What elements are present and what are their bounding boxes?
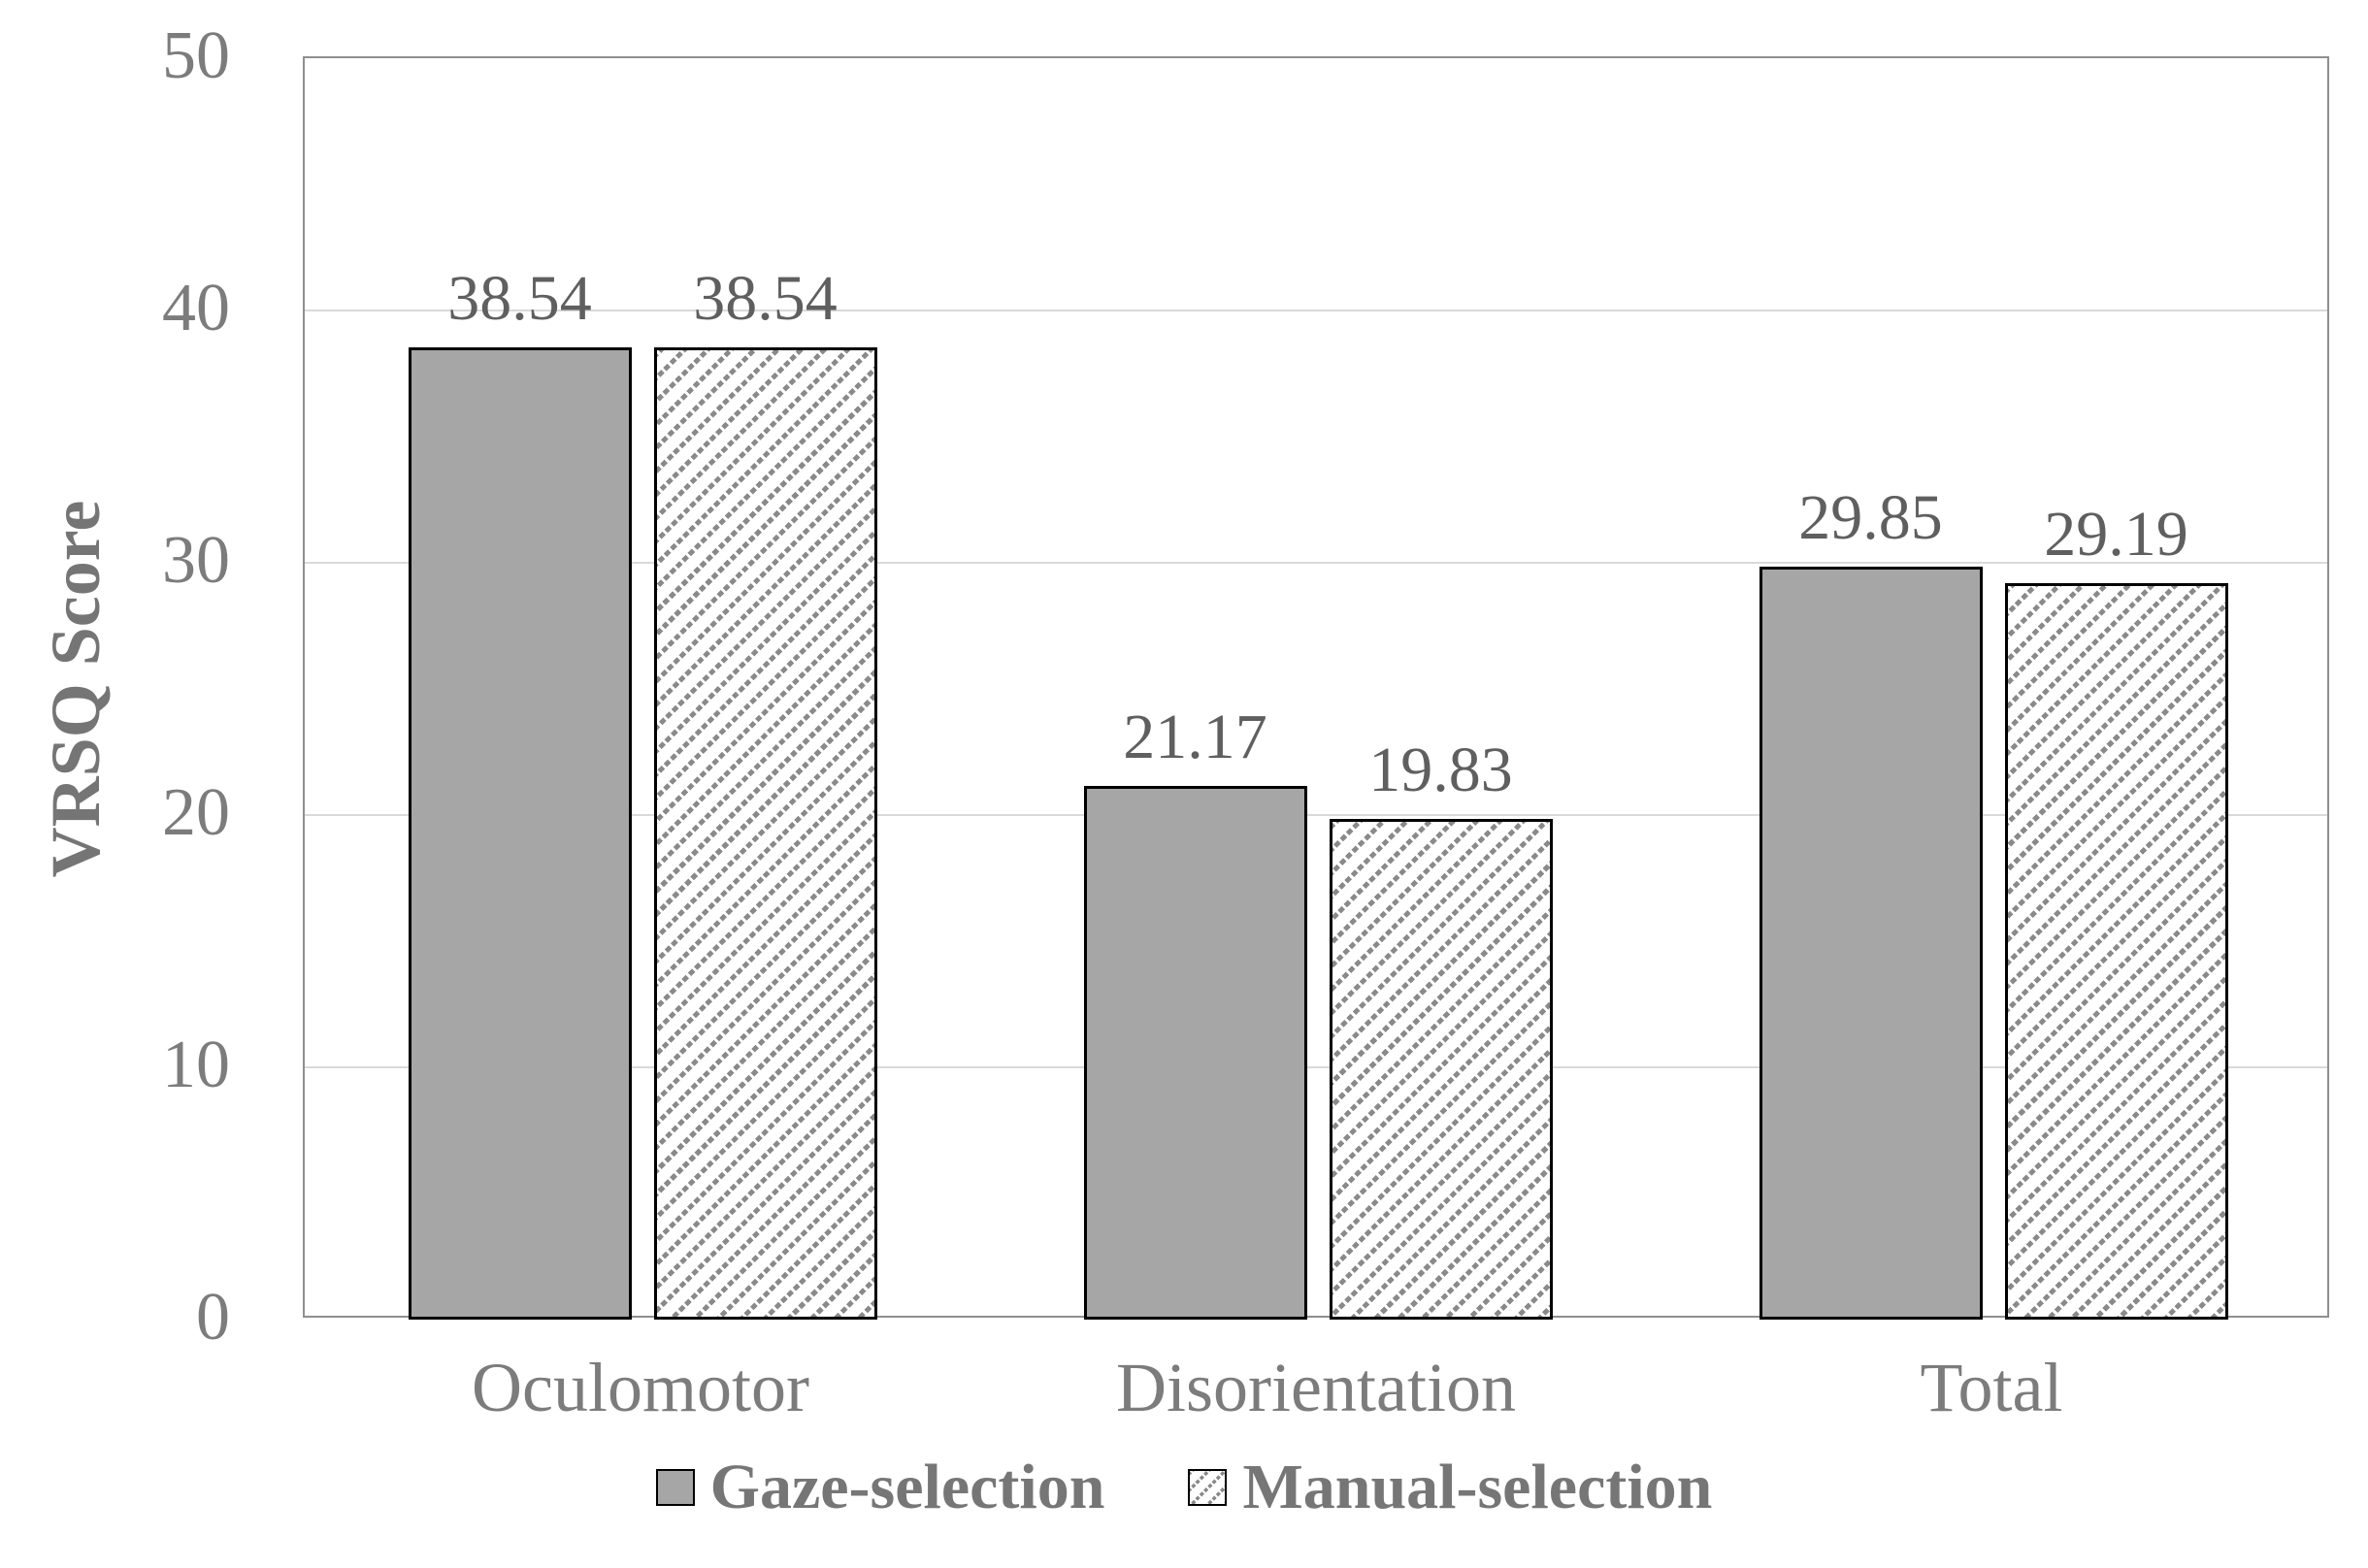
legend-swatch-solid-icon [655,1469,695,1506]
x-category-label-disorientation: Disorientation [1116,1349,1516,1426]
y-tick-label-20: 20 [162,775,230,850]
y-tick-label-0: 0 [196,1280,230,1355]
data-label-manual-selection-total: 29.19 [2044,499,2188,571]
legend-label-manual-selection: Manual-selection [1242,1452,1713,1522]
plot-area: 38.54 38.54 21.17 19.83 29.85 29.19 [303,56,2329,1320]
bar-gaze-selection-oculomotor [408,346,632,1320]
bar-manual-selection-oculomotor [653,346,877,1320]
gridline-y-20 [305,814,2327,816]
legend-item-manual-selection: Manual-selection [1188,1454,1712,1521]
legend-item-gaze-selection: Gaze-selection [655,1452,1105,1522]
y-tick-label-40: 40 [162,271,230,345]
data-label-manual-selection-oculomotor: 38.54 [693,262,838,334]
legend-label-gaze-selection: Gaze-selection [709,1452,1105,1522]
bar-manual-selection-disorientation [1329,819,1553,1320]
gridline-y-10 [305,1066,2327,1068]
y-tick-label-50: 50 [162,18,230,93]
data-label-manual-selection-disorientation: 19.83 [1368,735,1513,806]
bar-manual-selection-total [2004,583,2228,1320]
y-axis-title: VRSQ Score [37,500,115,878]
y-tick-label-30: 30 [162,523,230,598]
bar-gaze-selection-disorientation [1083,785,1307,1320]
x-category-label-oculomotor: Oculomotor [472,1349,809,1426]
data-label-gaze-selection-oculomotor: 38.54 [447,262,592,334]
legend: Gaze-selection Manual-selection [0,1454,2368,1521]
data-label-gaze-selection-disorientation: 21.17 [1123,701,1267,772]
gridline-y-30 [305,562,2327,564]
x-category-label-total: Total [1920,1349,2063,1426]
bar-gaze-selection-total [1759,566,1983,1320]
legend-swatch-hatch-icon [1188,1469,1228,1506]
gridline-y-40 [305,310,2327,311]
y-tick-label-10: 10 [162,1028,230,1102]
data-label-gaze-selection-total: 29.85 [1798,481,1943,553]
